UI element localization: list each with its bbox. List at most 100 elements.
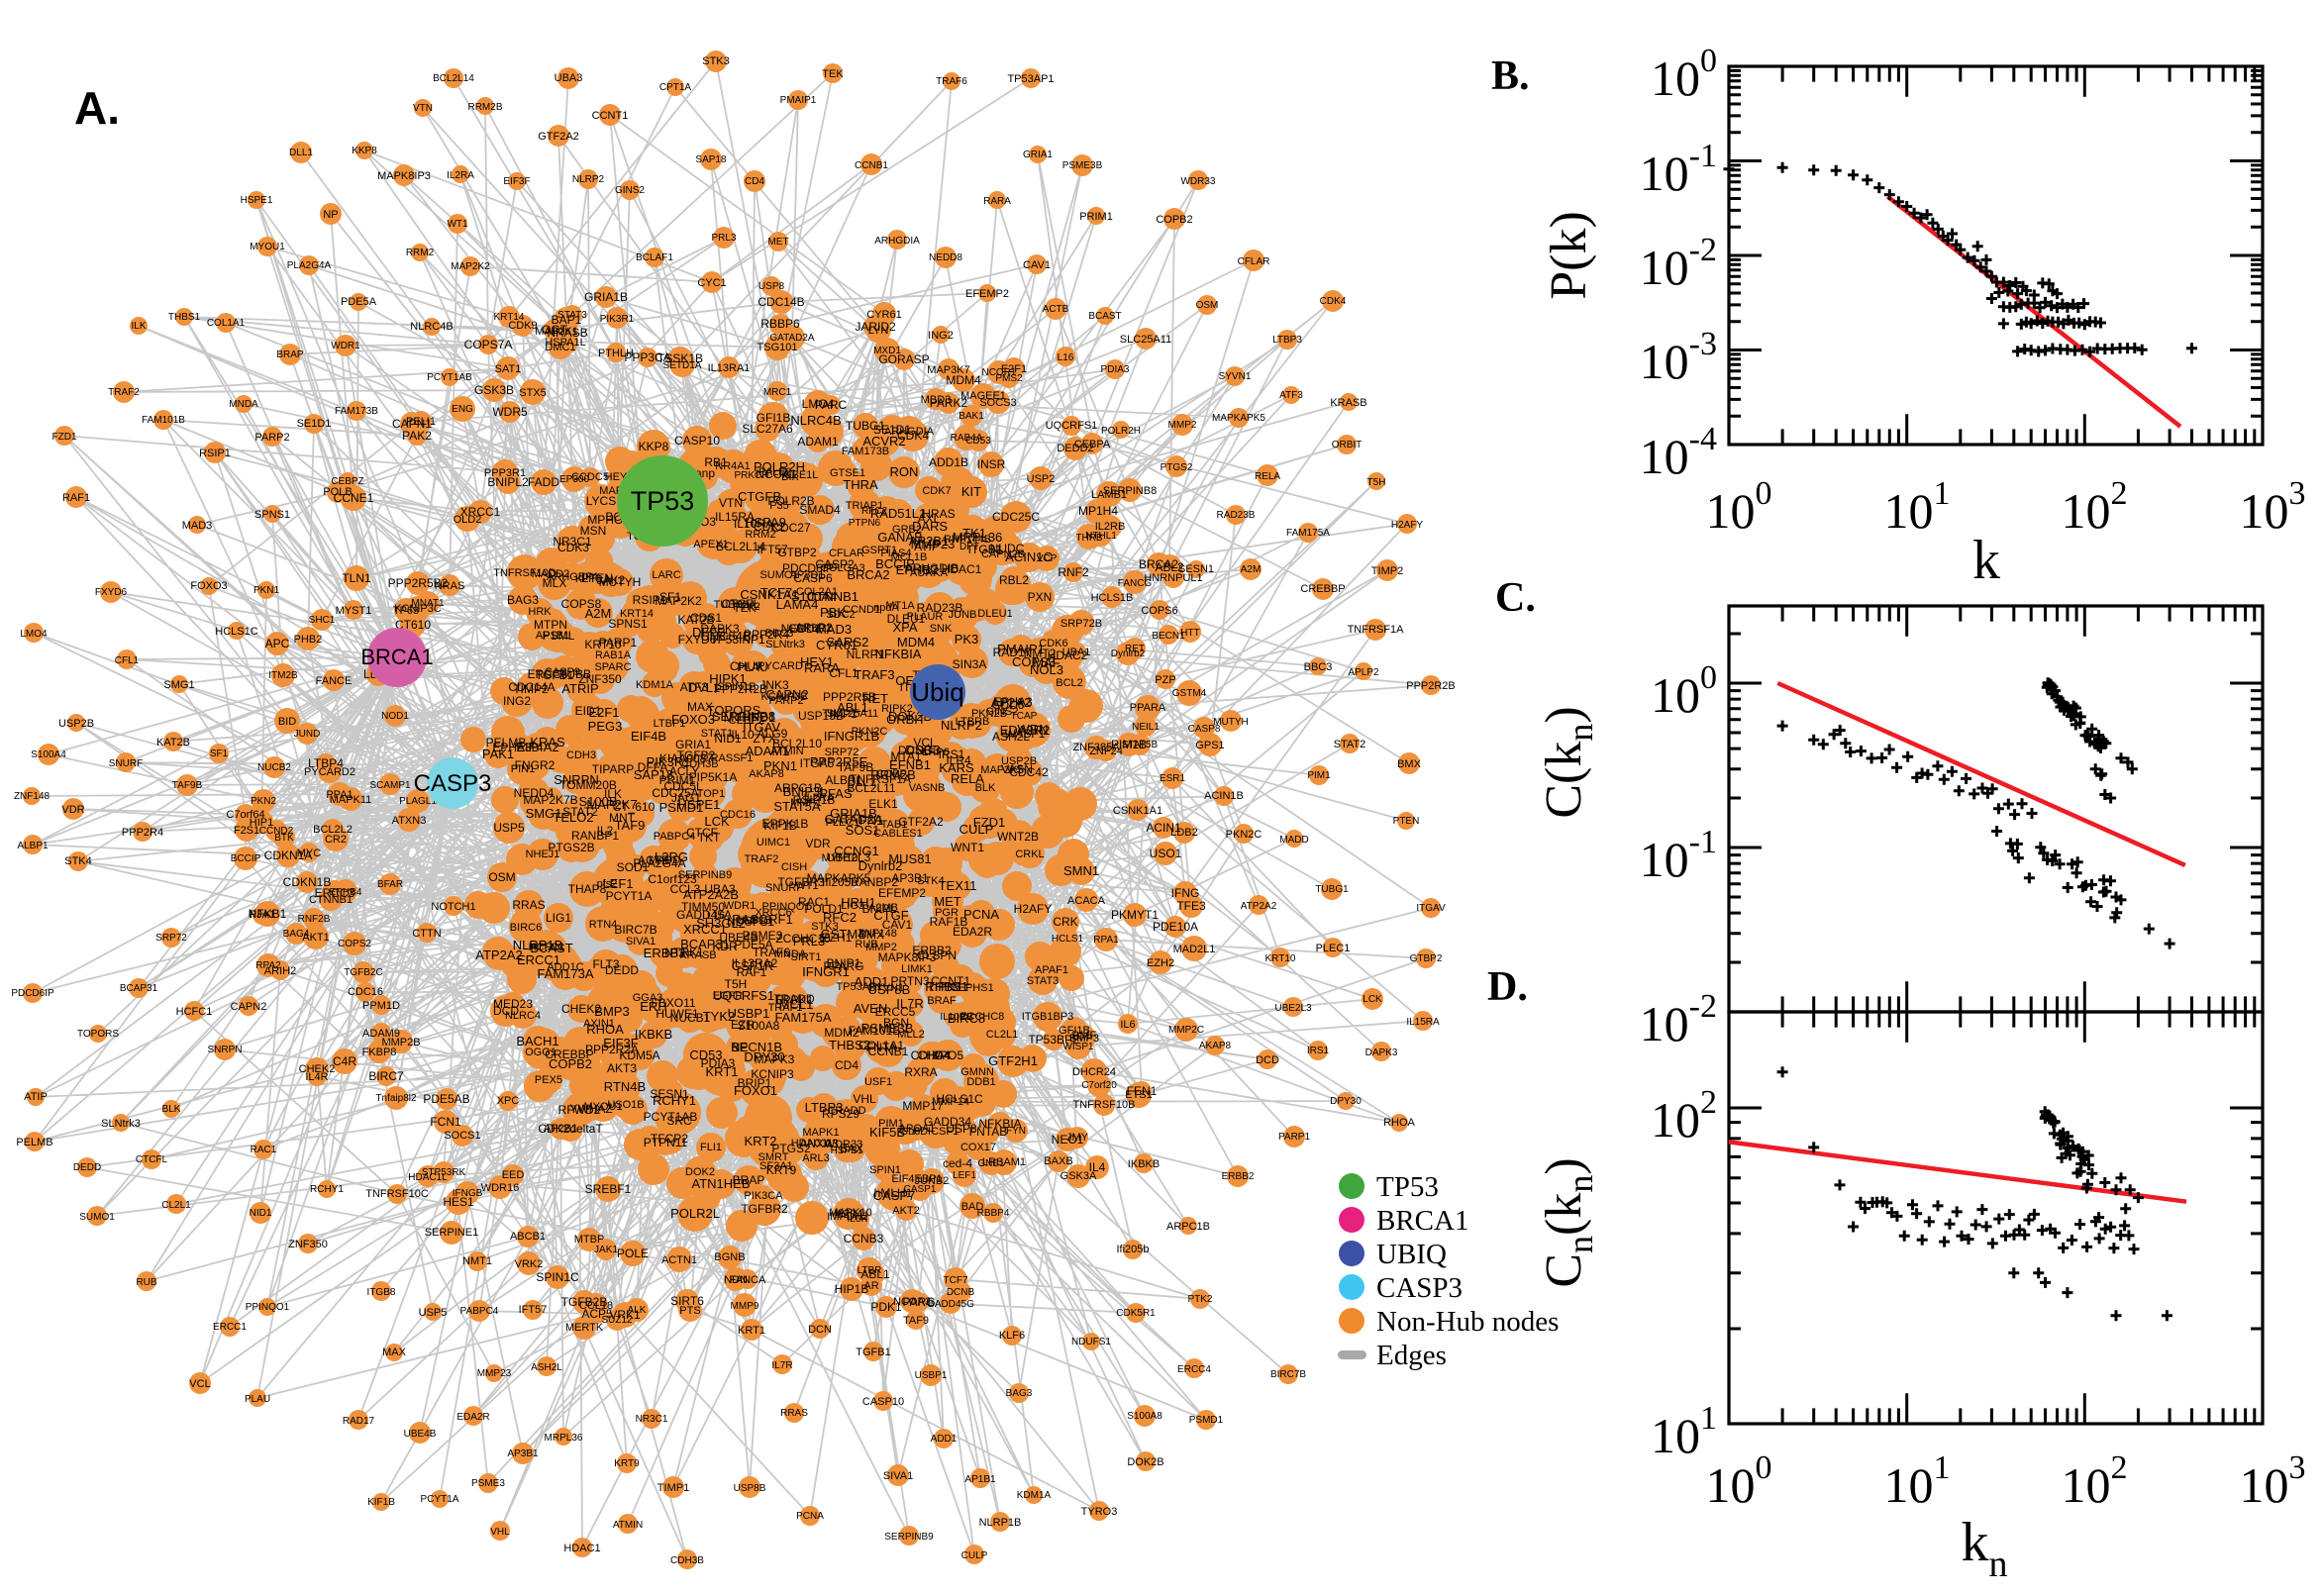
svg-text:TP53AP1: TP53AP1: [1007, 73, 1054, 85]
svg-text:GTSE1: GTSE1: [830, 467, 865, 479]
svg-text:PGR: PGR: [935, 907, 959, 919]
svg-text:CYR61: CYR61: [866, 309, 901, 321]
svg-text:CDH3B: CDH3B: [670, 1555, 704, 1566]
svg-text:ABCB1: ABCB1: [510, 1231, 546, 1243]
svg-text:PSME3B: PSME3B: [1062, 160, 1103, 171]
svg-text:SERPINE1: SERPINE1: [425, 1227, 478, 1239]
svg-text:USBP1: USBP1: [915, 1370, 948, 1381]
svg-text:RAC1: RAC1: [251, 1145, 277, 1155]
svg-text:CEBPZ: CEBPZ: [331, 476, 363, 487]
svg-text:GSPT1: GSPT1: [861, 545, 897, 556]
svg-text:ACIN1B: ACIN1B: [1204, 790, 1244, 802]
svg-text:PAK1: PAK1: [482, 747, 514, 761]
svg-text:TP53: TP53: [631, 486, 695, 516]
svg-text:MYOU1: MYOU1: [250, 242, 285, 252]
svg-text:LTBRB: LTBRB: [956, 716, 990, 728]
svg-text:TIMP1: TIMP1: [657, 1482, 689, 1494]
svg-text:RHOA: RHOA: [1383, 1117, 1415, 1129]
svg-text:EED: EED: [502, 1169, 525, 1181]
svg-text:PPA1: PPA1: [326, 789, 353, 801]
svg-text:XPO5: XPO5: [932, 1048, 963, 1062]
svg-text:FNTA: FNTA: [866, 1041, 896, 1054]
svg-text:PDE5AB: PDE5AB: [423, 1092, 469, 1106]
svg-text:USP15B: USP15B: [798, 709, 844, 723]
svg-text:ILK: ILK: [131, 321, 146, 332]
svg-text:IL15RA: IL15RA: [1406, 1017, 1440, 1028]
svg-text:PPINQO1: PPINQO1: [246, 1302, 290, 1313]
svg-text:MAX: MAX: [382, 1347, 407, 1358]
svg-text:CRADD: CRADD: [827, 1105, 865, 1117]
svg-text:CULP: CULP: [961, 1550, 988, 1561]
svg-text:COL1A1: COL1A1: [207, 318, 246, 329]
svg-text:BGNB: BGNB: [714, 1251, 745, 1263]
svg-text:CHEK2: CHEK2: [561, 1002, 601, 1016]
svg-text:PIK3CA: PIK3CA: [744, 1190, 783, 1202]
svg-text:FXYD6: FXYD6: [95, 587, 128, 598]
svg-text:SLC25A11: SLC25A11: [1120, 334, 1171, 346]
svg-text:AXIN1: AXIN1: [583, 1018, 615, 1030]
svg-text:KRT2: KRT2: [745, 1134, 777, 1148]
svg-text:RON: RON: [890, 464, 919, 479]
svg-text:HIP1B: HIP1B: [835, 1282, 869, 1296]
svg-text:VCP: VCP: [1037, 553, 1058, 564]
svg-text:ERH: ERH: [640, 999, 666, 1014]
svg-text:BAG4: BAG4: [283, 929, 310, 940]
svg-text:NP: NP: [323, 209, 338, 221]
svg-text:TIPARP: TIPARP: [592, 762, 634, 776]
svg-text:USP8B: USP8B: [734, 1483, 766, 1494]
svg-text:STAT3: STAT3: [557, 310, 587, 321]
svg-text:HSPB1: HSPB1: [831, 1146, 863, 1156]
svg-text:CCNB1: CCNB1: [855, 160, 888, 171]
svg-text:PDIA3: PDIA3: [1101, 364, 1130, 375]
svg-text:ZNF148: ZNF148: [858, 928, 897, 940]
svg-text:A.: A.: [74, 82, 120, 134]
svg-text:TYRO3: TYRO3: [1081, 1506, 1118, 1518]
svg-text:RSIP1: RSIP1: [633, 593, 667, 607]
svg-text:ITM2B: ITM2B: [268, 670, 298, 681]
svg-text:PTPN6: PTPN6: [849, 518, 881, 529]
svg-text:CAV1: CAV1: [1023, 259, 1051, 271]
svg-text:MDM2: MDM2: [824, 1026, 859, 1040]
svg-text:MMP2: MMP2: [1168, 420, 1197, 431]
svg-text:BRCA2: BRCA2: [1139, 557, 1178, 571]
svg-text:ABL1: ABL1: [860, 1267, 890, 1281]
svg-text:RAB1A: RAB1A: [595, 649, 632, 661]
svg-text:RUB: RUB: [136, 1277, 156, 1288]
svg-text:TAF9B: TAF9B: [172, 780, 203, 791]
svg-text:CSF1R: CSF1R: [732, 958, 774, 973]
svg-text:NLRP2: NLRP2: [572, 174, 605, 185]
svg-text:BIRC6: BIRC6: [510, 922, 542, 934]
svg-text:JUNB: JUNB: [949, 609, 977, 621]
svg-text:L2RG: L2RG: [655, 849, 688, 864]
svg-text:MAD2L1: MAD2L1: [1173, 944, 1216, 955]
svg-text:MMP23: MMP23: [477, 1368, 512, 1379]
svg-text:CCNG1: CCNG1: [834, 844, 879, 858]
svg-text:SAP18: SAP18: [695, 154, 727, 165]
svg-text:GORASP: GORASP: [878, 352, 929, 366]
svg-text:BAD: BAD: [961, 1201, 984, 1213]
svg-text:ELK1: ELK1: [868, 797, 898, 811]
svg-text:PRL3: PRL3: [711, 233, 736, 244]
svg-text:SE1D1: SE1D1: [297, 418, 332, 430]
svg-text:ORBIT: ORBIT: [1332, 440, 1363, 450]
svg-text:JARID2: JARID2: [855, 320, 896, 334]
svg-text:TNFRSF1A: TNFRSF1A: [1348, 624, 1405, 636]
svg-text:RPA1: RPA1: [1093, 935, 1119, 946]
svg-text:SPIN1: SPIN1: [869, 1164, 901, 1176]
svg-text:PARP2: PARP2: [254, 432, 289, 444]
svg-text:ERBB3: ERBB3: [644, 946, 686, 960]
svg-text:MAP2K1: MAP2K1: [535, 326, 577, 338]
svg-text:CAPN2: CAPN2: [231, 1001, 267, 1013]
svg-text:FOXO1: FOXO1: [734, 1083, 777, 1098]
svg-text:UBIQ: UBIQ: [1376, 1239, 1447, 1270]
svg-text:ACACA: ACACA: [1067, 895, 1106, 907]
svg-text:RSIP1B: RSIP1B: [793, 793, 836, 807]
svg-text:VHL: VHL: [853, 1092, 876, 1106]
svg-text:SF1: SF1: [210, 748, 229, 759]
svg-text:PIM1: PIM1: [1307, 770, 1331, 781]
svg-text:TGFB2B: TGFB2B: [561, 1295, 608, 1309]
svg-text:FOXO3: FOXO3: [190, 580, 227, 592]
svg-text:FEN1: FEN1: [1127, 1084, 1158, 1098]
svg-text:ACIN1: ACIN1: [1146, 821, 1181, 835]
svg-text:NFKB1: NFKB1: [249, 907, 287, 921]
